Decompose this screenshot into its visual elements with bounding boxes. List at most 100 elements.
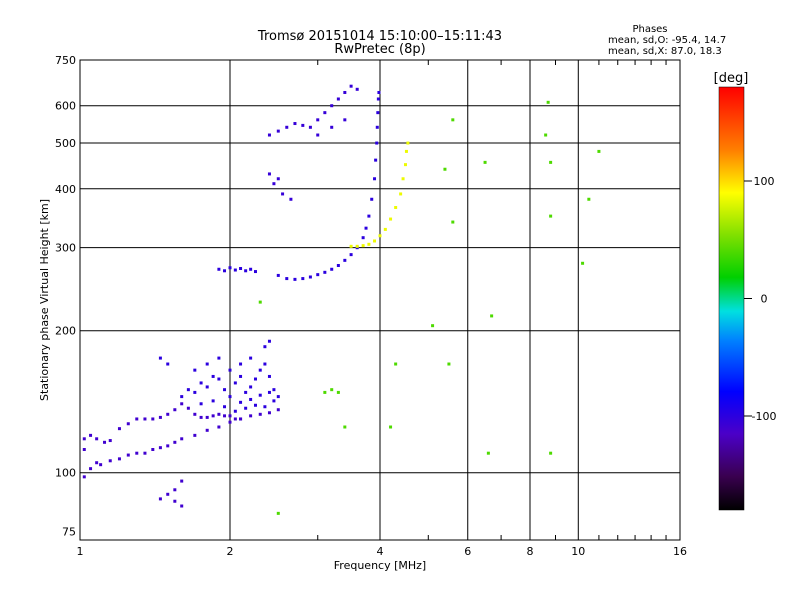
data-point bbox=[373, 239, 377, 243]
data-point bbox=[211, 399, 215, 403]
data-point bbox=[258, 300, 262, 304]
data-point bbox=[217, 356, 221, 360]
data-point bbox=[249, 267, 253, 271]
colorbar bbox=[718, 86, 745, 511]
data-point bbox=[374, 158, 378, 162]
x-axis-label: Frequency [MHz] bbox=[334, 559, 426, 572]
data-point bbox=[383, 227, 387, 231]
data-point bbox=[267, 390, 271, 394]
x-tick-label: 8 bbox=[527, 545, 534, 558]
data-point bbox=[199, 415, 203, 419]
data-point bbox=[180, 437, 184, 441]
data-point bbox=[89, 433, 93, 437]
data-point bbox=[355, 87, 359, 91]
data-point bbox=[267, 411, 271, 415]
data-point bbox=[330, 267, 334, 271]
data-point bbox=[355, 244, 359, 248]
data-point bbox=[253, 270, 257, 274]
data-point bbox=[233, 268, 237, 272]
data-point bbox=[272, 182, 276, 186]
data-point bbox=[228, 395, 232, 399]
stats-line-o: mean, sd,O: -95.4, 14.7 bbox=[608, 35, 726, 46]
y-tick-label: 300 bbox=[55, 242, 76, 255]
data-point bbox=[217, 377, 221, 381]
y-axis-label: Stationary phase Virtual Height [km] bbox=[38, 199, 51, 401]
x-tick-label: 6 bbox=[464, 545, 471, 558]
data-point bbox=[180, 395, 184, 399]
y-tick-label: 75 bbox=[62, 526, 76, 539]
data-point bbox=[336, 390, 340, 394]
data-point bbox=[403, 163, 407, 167]
data-point bbox=[389, 217, 393, 221]
colorbar-tick-label: -100 bbox=[752, 410, 777, 423]
data-point bbox=[228, 368, 232, 372]
data-point bbox=[244, 390, 248, 394]
data-point bbox=[406, 141, 410, 145]
data-point bbox=[166, 444, 170, 448]
data-point bbox=[490, 314, 494, 318]
data-point bbox=[404, 149, 408, 153]
data-point bbox=[173, 440, 177, 444]
data-point bbox=[285, 125, 289, 129]
data-point bbox=[276, 511, 280, 515]
data-point bbox=[323, 270, 327, 274]
data-point bbox=[276, 177, 280, 181]
data-point bbox=[239, 374, 243, 378]
data-point bbox=[597, 149, 601, 153]
stats-line-x: mean, sd,X: 87.0, 18.3 bbox=[608, 46, 722, 57]
data-point bbox=[158, 497, 162, 501]
colorbar-label: [deg] bbox=[714, 71, 749, 86]
data-point bbox=[99, 463, 103, 467]
data-point bbox=[158, 446, 162, 450]
data-point bbox=[211, 414, 215, 418]
data-point bbox=[108, 439, 112, 443]
data-point bbox=[267, 339, 271, 343]
data-point bbox=[293, 277, 297, 281]
data-point bbox=[272, 388, 276, 392]
data-point bbox=[223, 414, 227, 418]
data-point bbox=[166, 362, 170, 366]
grid-lines bbox=[80, 60, 680, 540]
axis-ticks bbox=[317, 60, 667, 540]
data-point bbox=[375, 125, 379, 129]
data-point bbox=[258, 412, 262, 416]
data-point bbox=[151, 447, 155, 451]
data-point bbox=[249, 385, 253, 389]
data-point bbox=[180, 402, 184, 406]
data-point bbox=[249, 356, 253, 360]
data-point bbox=[223, 269, 227, 273]
tick-labels: 1 2 4 6 8 10 16 75 100 200 300 400 500 600 750 bbox=[55, 54, 687, 558]
data-point bbox=[166, 412, 170, 416]
data-point bbox=[239, 417, 243, 421]
data-point bbox=[135, 451, 139, 455]
data-point bbox=[443, 167, 447, 171]
data-point bbox=[364, 226, 368, 230]
chart-title: Tromsø 20151014 15:10:00–15:11:43 bbox=[257, 29, 502, 44]
data-point bbox=[205, 385, 209, 389]
data-point bbox=[233, 381, 237, 385]
data-point bbox=[193, 390, 197, 394]
data-point bbox=[431, 324, 435, 328]
data-point bbox=[263, 405, 267, 409]
data-point bbox=[394, 362, 398, 366]
data-points bbox=[82, 84, 601, 515]
data-point bbox=[199, 381, 203, 385]
data-point bbox=[228, 420, 232, 424]
x-tick-label: 2 bbox=[227, 545, 234, 558]
data-point bbox=[205, 362, 209, 366]
data-point bbox=[276, 395, 280, 399]
data-point bbox=[239, 362, 243, 366]
colorbar-tick-label: 100 bbox=[754, 175, 775, 188]
data-point bbox=[281, 192, 285, 196]
data-point bbox=[375, 141, 379, 145]
data-point bbox=[293, 122, 297, 126]
data-point bbox=[549, 214, 553, 218]
data-point bbox=[549, 451, 553, 455]
data-point bbox=[228, 414, 232, 418]
data-point bbox=[173, 408, 177, 412]
data-point bbox=[267, 133, 271, 137]
colorbar-tick-label: 0 bbox=[761, 293, 768, 306]
data-point bbox=[301, 123, 305, 127]
data-point bbox=[89, 467, 93, 471]
